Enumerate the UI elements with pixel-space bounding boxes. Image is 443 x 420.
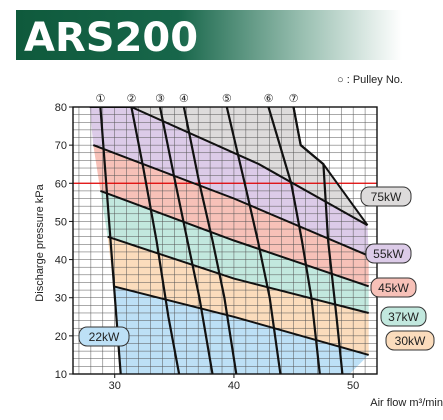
title-banner	[16, 10, 402, 60]
plot-frame	[72, 106, 378, 375]
band-label-55kw: 55kW	[373, 247, 404, 261]
y-tick-label: 20	[55, 331, 67, 343]
pulley-label-3: ③	[155, 92, 165, 105]
y-tick-label: 10	[55, 369, 67, 381]
pulley-label-4: ④	[179, 92, 189, 105]
boundary-30kw	[107, 235, 369, 314]
chart-title: ARS200	[24, 15, 198, 61]
band-75kw	[131, 107, 368, 226]
band-label-box-22kw	[78, 326, 130, 347]
band-label-30kw: 30kW	[395, 334, 426, 348]
y-tick-label: 50	[55, 216, 67, 228]
pulley-legend-note: ○ : Pulley No.	[337, 74, 403, 86]
pulley-line-3	[158, 107, 214, 374]
x-axis-title: Air flow m³/min	[370, 397, 443, 409]
x-tick-label: 30	[109, 380, 121, 392]
pulley-label-1: ①	[95, 92, 105, 105]
pulley-line-5	[225, 107, 282, 374]
band-label-box-37kw	[380, 306, 427, 327]
band-label-37kw: 37kW	[388, 310, 419, 324]
x-tick-label: 40	[228, 380, 240, 392]
boundary-22kw	[113, 285, 369, 356]
y-tick-label: 30	[55, 293, 67, 305]
band-label-22kw: 22kW	[89, 330, 120, 344]
band-label-45kw: 45kW	[378, 281, 409, 295]
band-45kw	[93, 145, 369, 287]
pulley-line-7	[292, 107, 344, 374]
band-label-box-55kw	[365, 243, 412, 264]
band-label-75kw: 75kW	[371, 190, 402, 204]
pulley-label-5: ⑤	[222, 92, 232, 105]
y-tick-label: 70	[55, 140, 67, 152]
boundary-55kw	[89, 107, 368, 227]
chart-layer: ① ② ③ ④ ⑤ ⑥ ⑦ 10 20 30 40 50 60 70 80 30 40 50 22kW 30kW 37k…	[55, 92, 435, 392]
boundary-37kw	[100, 189, 370, 288]
pulley-lines	[99, 107, 344, 374]
pulley-label-2: ②	[126, 92, 136, 105]
boundary-45kw	[92, 144, 370, 257]
band-30kw	[107, 236, 369, 355]
x-tick-label: 50	[347, 380, 359, 392]
y-axis-title: Discharge pressure kPa	[34, 183, 46, 301]
pulley-label-7: ⑦	[289, 92, 299, 105]
y-tick-label: 80	[55, 102, 67, 114]
band-label-box-45kw	[370, 277, 417, 298]
y-tick-label: 40	[55, 255, 67, 267]
band-label-box-30kw	[385, 330, 435, 351]
y-tick-label: 60	[55, 178, 67, 190]
pulley-line-4	[182, 107, 238, 374]
band-55kw	[89, 107, 369, 256]
pulley-line-6	[267, 107, 321, 374]
pulley-label-6: ⑥	[264, 92, 274, 105]
band-label-box-75kw	[360, 186, 412, 207]
band-22kw	[113, 286, 369, 374]
pulley-line-2	[130, 107, 181, 374]
